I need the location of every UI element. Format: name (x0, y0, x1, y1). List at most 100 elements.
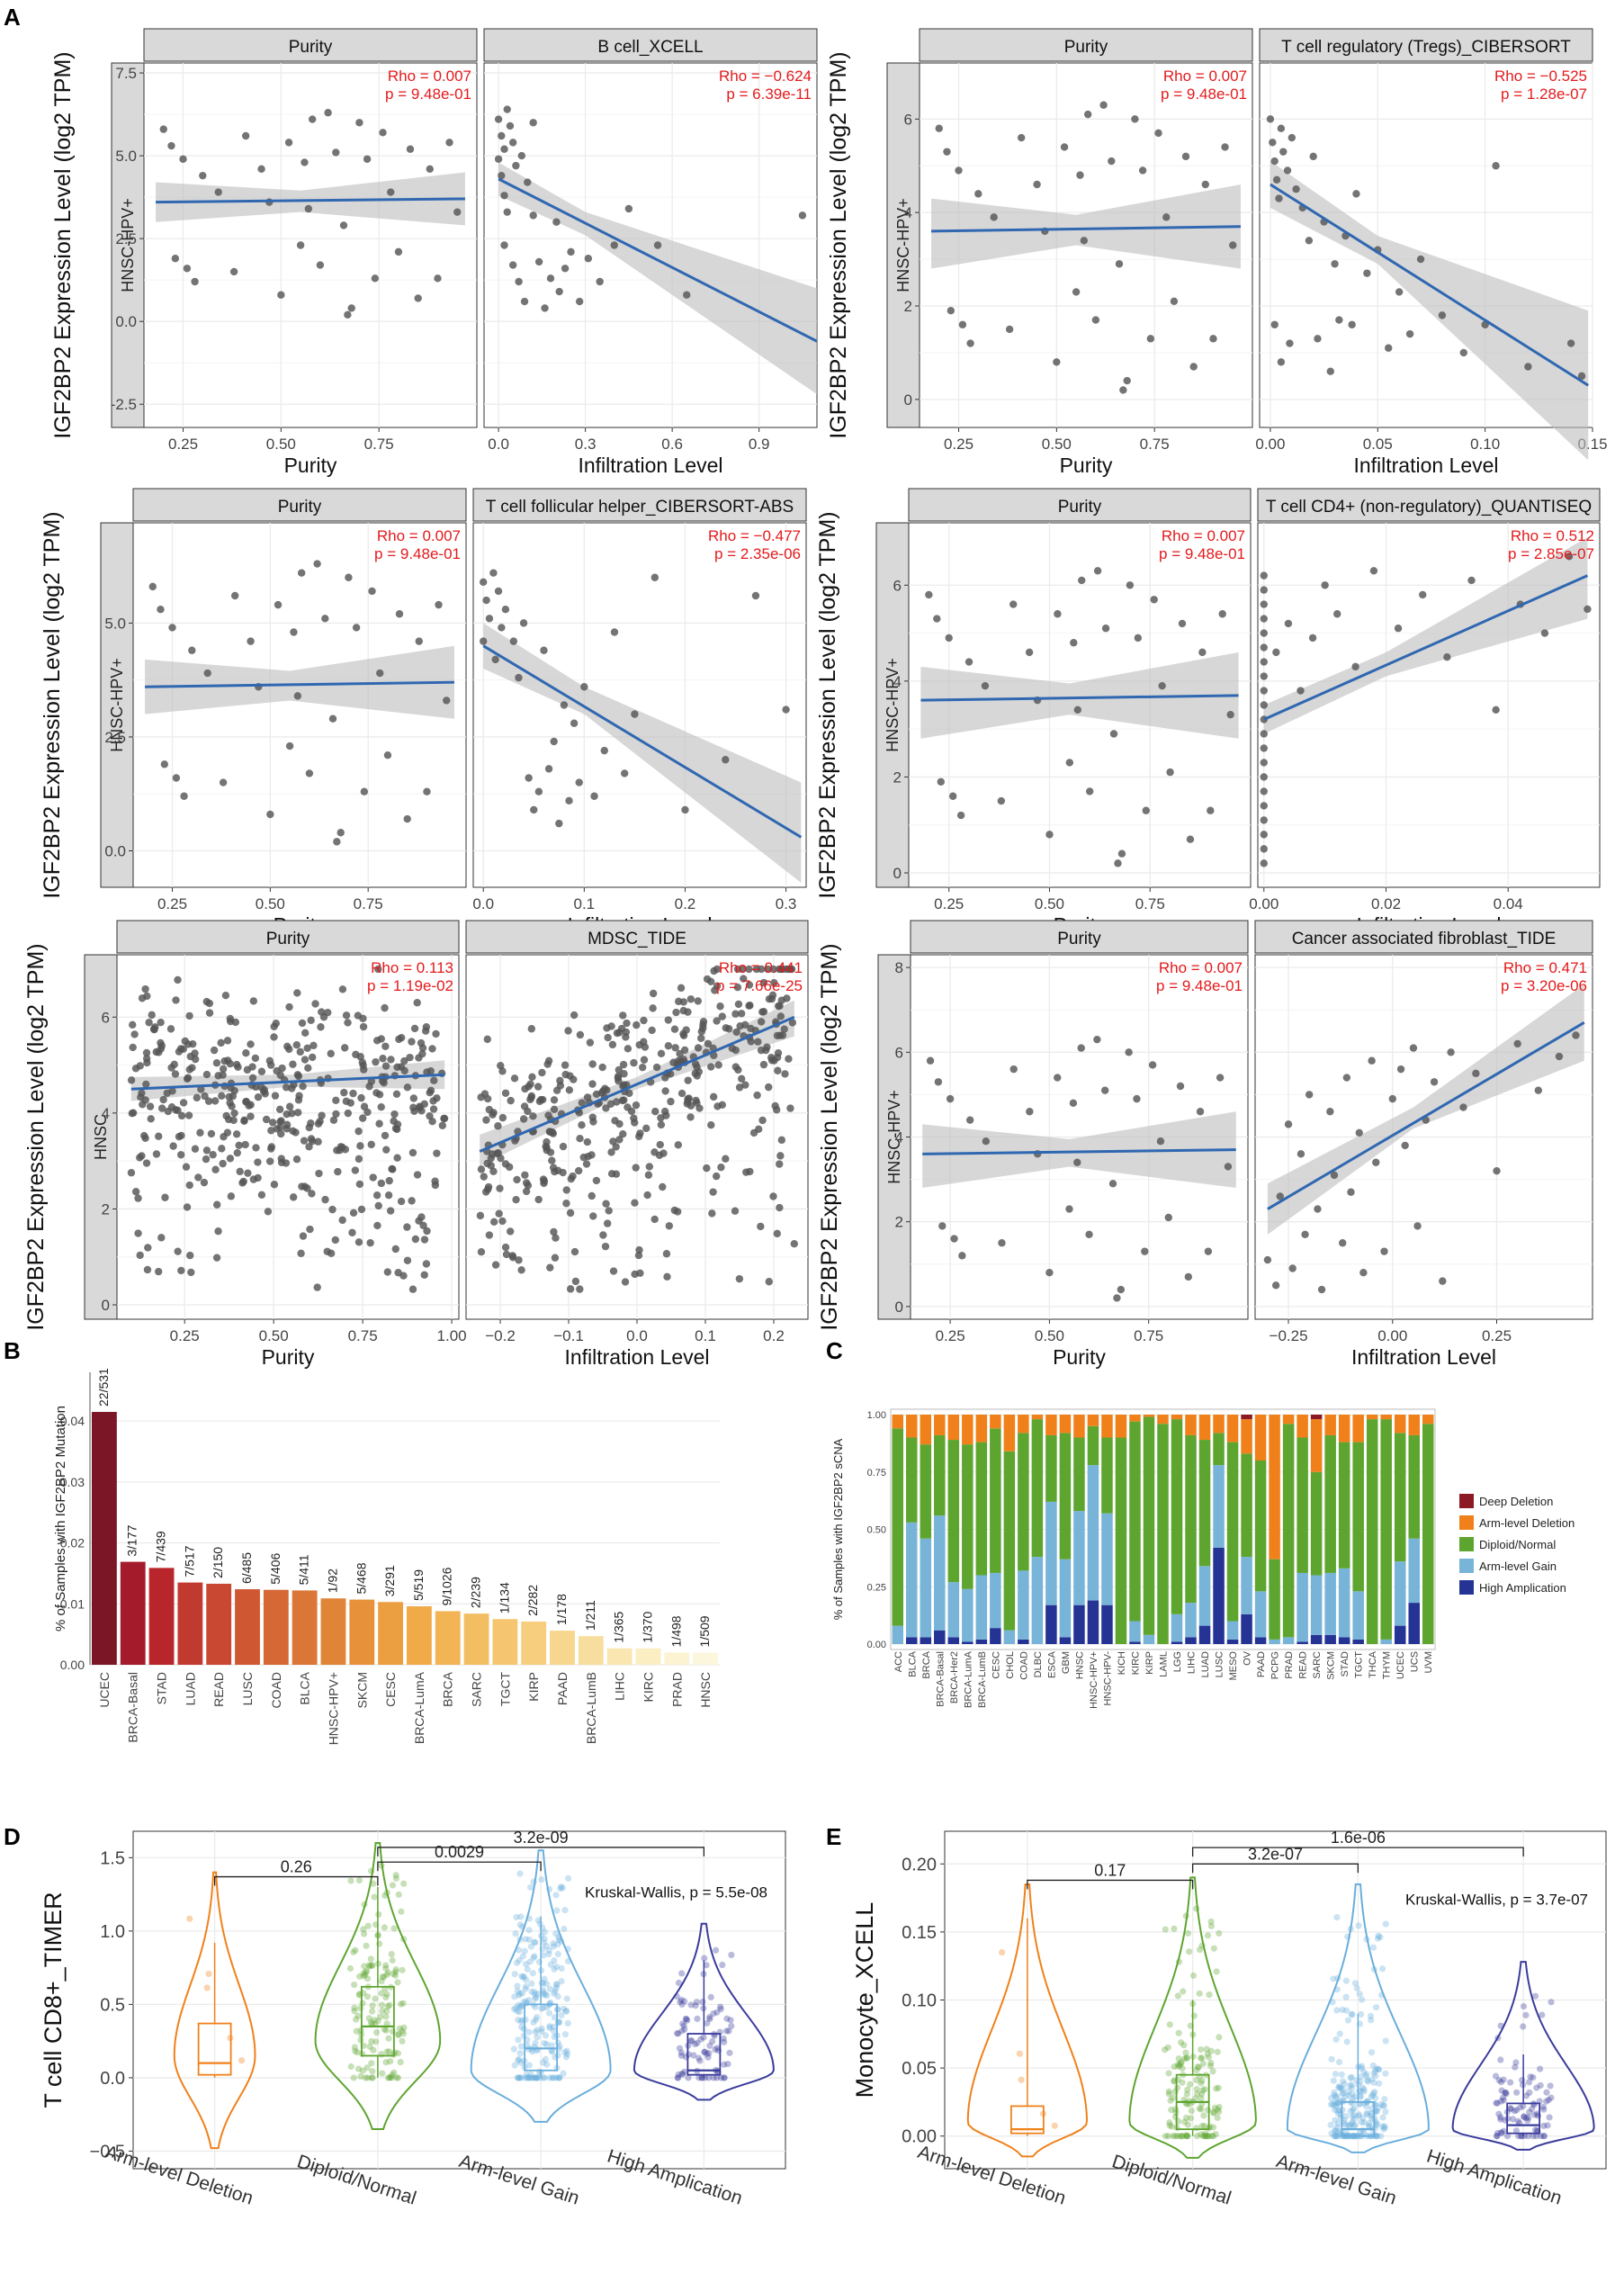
jitter-point (1524, 2133, 1532, 2140)
jitter-point (1331, 2091, 1338, 2099)
jitter-point (1514, 2117, 1521, 2125)
jitter-point (1363, 2110, 1371, 2118)
x-tick-label: PAAD (1256, 1651, 1267, 1677)
p-value-label: p = 6.39e-11 (726, 85, 812, 103)
stacked-bar-segment (1115, 1415, 1127, 1438)
data-point (1117, 849, 1126, 858)
p-value-label: p = 9.48e-01 (1159, 545, 1245, 562)
data-point (373, 1221, 381, 1230)
data-point (163, 1089, 171, 1097)
jitter-point (530, 1878, 537, 1885)
data-point (265, 1157, 274, 1165)
jitter-point (515, 2001, 522, 2009)
data-point (640, 1016, 648, 1025)
data-point (342, 1097, 351, 1106)
data-point (202, 1070, 211, 1079)
y-tick-label: 5.0 (115, 148, 137, 165)
jitter-point (1209, 2068, 1216, 2075)
stacked-bar-segment (1073, 1604, 1085, 1644)
stacked-bar-segment (1185, 1434, 1197, 1604)
jitter-point (1371, 2067, 1379, 2075)
jitter-point (682, 2015, 689, 2023)
data-point (292, 1155, 301, 1164)
stacked-bar-segment (990, 1415, 1001, 1429)
data-point (145, 1019, 153, 1027)
bar (492, 1619, 518, 1665)
regression-line (1263, 574, 1589, 721)
data-point (564, 1027, 572, 1035)
data-point (1221, 143, 1229, 151)
data-point (631, 710, 639, 718)
jitter-point (372, 1995, 379, 2002)
data-point (294, 1109, 302, 1117)
data-point (129, 1043, 137, 1052)
jitter-point (538, 1876, 545, 1883)
jitter-point (351, 2004, 358, 2011)
data-point (415, 637, 423, 645)
data-point (1260, 802, 1268, 810)
data-point (329, 1116, 338, 1124)
stacked-bar-segment (1185, 1415, 1197, 1435)
data-point (1229, 241, 1237, 249)
data-point (408, 1038, 416, 1046)
bar (578, 1636, 604, 1665)
data-point (390, 1110, 399, 1119)
legend-label: Deep Deletion (1479, 1495, 1553, 1508)
jitter-point (379, 1973, 386, 1981)
data-point (384, 1191, 393, 1200)
data-point (1216, 1074, 1225, 1082)
data-point (517, 151, 526, 160)
jitter-point (384, 1969, 392, 1976)
x-tick-label: 0.75 (1134, 1327, 1163, 1344)
data-point (391, 1245, 399, 1254)
jitter-point (390, 1970, 397, 1978)
data-point (649, 989, 658, 998)
data-point (327, 1249, 336, 1258)
data-point (785, 1055, 793, 1063)
data-point (540, 646, 548, 654)
jitter-point (389, 2072, 396, 2079)
jitter-point (386, 2048, 393, 2055)
data-point (552, 218, 561, 226)
jitter-point (1370, 2090, 1377, 2098)
jitter-point (392, 1965, 399, 1973)
jitter-point (685, 2051, 692, 2058)
scatter-panel-a2: IGF2BP2 Expression Level (log2 TPM) HNSC-… (826, 28, 1608, 477)
data-point (420, 1100, 428, 1109)
data-point (226, 1155, 235, 1163)
jitter-point (1342, 2122, 1350, 2129)
bar-count-label: 5/519 (411, 1569, 426, 1601)
jitter-point (1492, 2072, 1500, 2080)
stacked-bar-segment (1254, 1415, 1267, 1461)
data-point (498, 624, 506, 632)
jitter-point (1344, 1933, 1351, 1940)
x-tick-label: LIHC (613, 1672, 627, 1701)
data-point (445, 139, 453, 147)
p-value-label: p = 9.48e-01 (374, 545, 461, 562)
data-point (336, 829, 345, 837)
data-point (570, 719, 579, 727)
stacked-bar-segment (1269, 1639, 1280, 1644)
data-point (185, 1011, 193, 1020)
data-point (482, 1116, 490, 1124)
data-point (317, 1023, 325, 1031)
bar (521, 1621, 547, 1665)
x-tick-label: COAD (269, 1672, 283, 1708)
stacked-bar-segment (1213, 1465, 1225, 1548)
data-point (305, 1143, 313, 1151)
y-tick-label: 1.00 (867, 1410, 886, 1421)
facet-infiltration: T cell CD4+ (non-regulatory)_QUANTISEQ0.… (1249, 488, 1601, 937)
jitter-point (676, 2045, 684, 2052)
jitter-point (1494, 2133, 1501, 2140)
data-point (214, 1227, 222, 1236)
data-point (143, 1265, 152, 1274)
regression-line (922, 1148, 1236, 1155)
data-point (285, 1002, 293, 1011)
data-point (1260, 658, 1268, 666)
data-point (990, 213, 998, 221)
facet-header-label: Purity (1057, 930, 1101, 948)
data-point (662, 1250, 671, 1258)
jitter-point (1379, 1965, 1386, 1973)
data-point (352, 624, 361, 632)
bar-count-label: 3/291 (382, 1565, 397, 1596)
